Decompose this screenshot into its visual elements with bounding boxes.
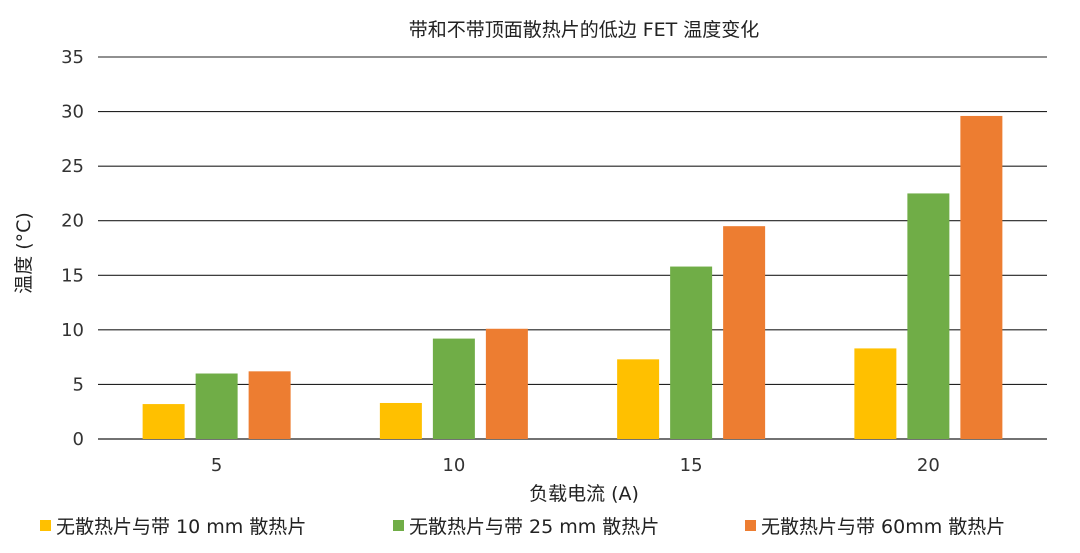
y-tick-label: 5 — [73, 374, 84, 395]
chart-title: 带和不带顶面散热片的低边 FET 温度变化 — [409, 19, 760, 41]
legend-swatch — [40, 520, 51, 531]
gridlines — [98, 56, 1047, 440]
bar — [248, 371, 291, 439]
y-axis-label: 温度 (°C) — [13, 212, 35, 294]
bar — [960, 115, 1003, 440]
bar — [907, 193, 950, 439]
legend-item: 无散热片与带 25 mm 散热片 — [393, 512, 659, 539]
bar — [432, 338, 475, 439]
x-axis-label: 负载电流 (A) — [529, 483, 639, 505]
y-tick-labels: 0 5 10 15 20 25 30 35 — [61, 47, 84, 450]
y-tick-label: 25 — [61, 156, 84, 177]
x-tick-label: 20 — [917, 455, 940, 476]
y-tick-label: 35 — [61, 47, 84, 68]
legend-item: 无散热片与带 10 mm 散热片 — [40, 512, 306, 539]
bar — [485, 328, 528, 439]
y-tick-label: 0 — [73, 429, 84, 450]
y-tick-label: 10 — [61, 320, 84, 341]
bar — [379, 402, 422, 439]
bars — [142, 115, 1003, 440]
x-tick-labels: 5 10 15 20 — [211, 455, 940, 476]
legend-label: 无散热片与带 25 mm 散热片 — [409, 516, 660, 538]
legend-label: 无散热片与带 10 mm 散热片 — [56, 516, 307, 538]
x-tick-label: 5 — [211, 455, 222, 476]
y-tick-label: 30 — [61, 102, 84, 123]
bar — [723, 226, 766, 439]
y-tick-label: 20 — [61, 211, 84, 232]
bar — [670, 266, 713, 439]
legend-swatch — [393, 520, 404, 531]
bar — [617, 359, 660, 439]
legend-item: 无散热片与带 60mm 散热片 — [745, 512, 1005, 539]
x-tick-label: 15 — [680, 455, 703, 476]
x-tick-label: 10 — [442, 455, 465, 476]
bar — [142, 404, 185, 439]
legend-label: 无散热片与带 60mm 散热片 — [761, 516, 1006, 538]
bar — [854, 348, 897, 439]
y-tick-label: 15 — [61, 265, 84, 286]
legend: 无散热片与带 10 mm 散热片 无散热片与带 25 mm 散热片 无散热片与带… — [0, 512, 1080, 542]
legend-swatch — [745, 520, 756, 531]
bar — [195, 373, 238, 439]
